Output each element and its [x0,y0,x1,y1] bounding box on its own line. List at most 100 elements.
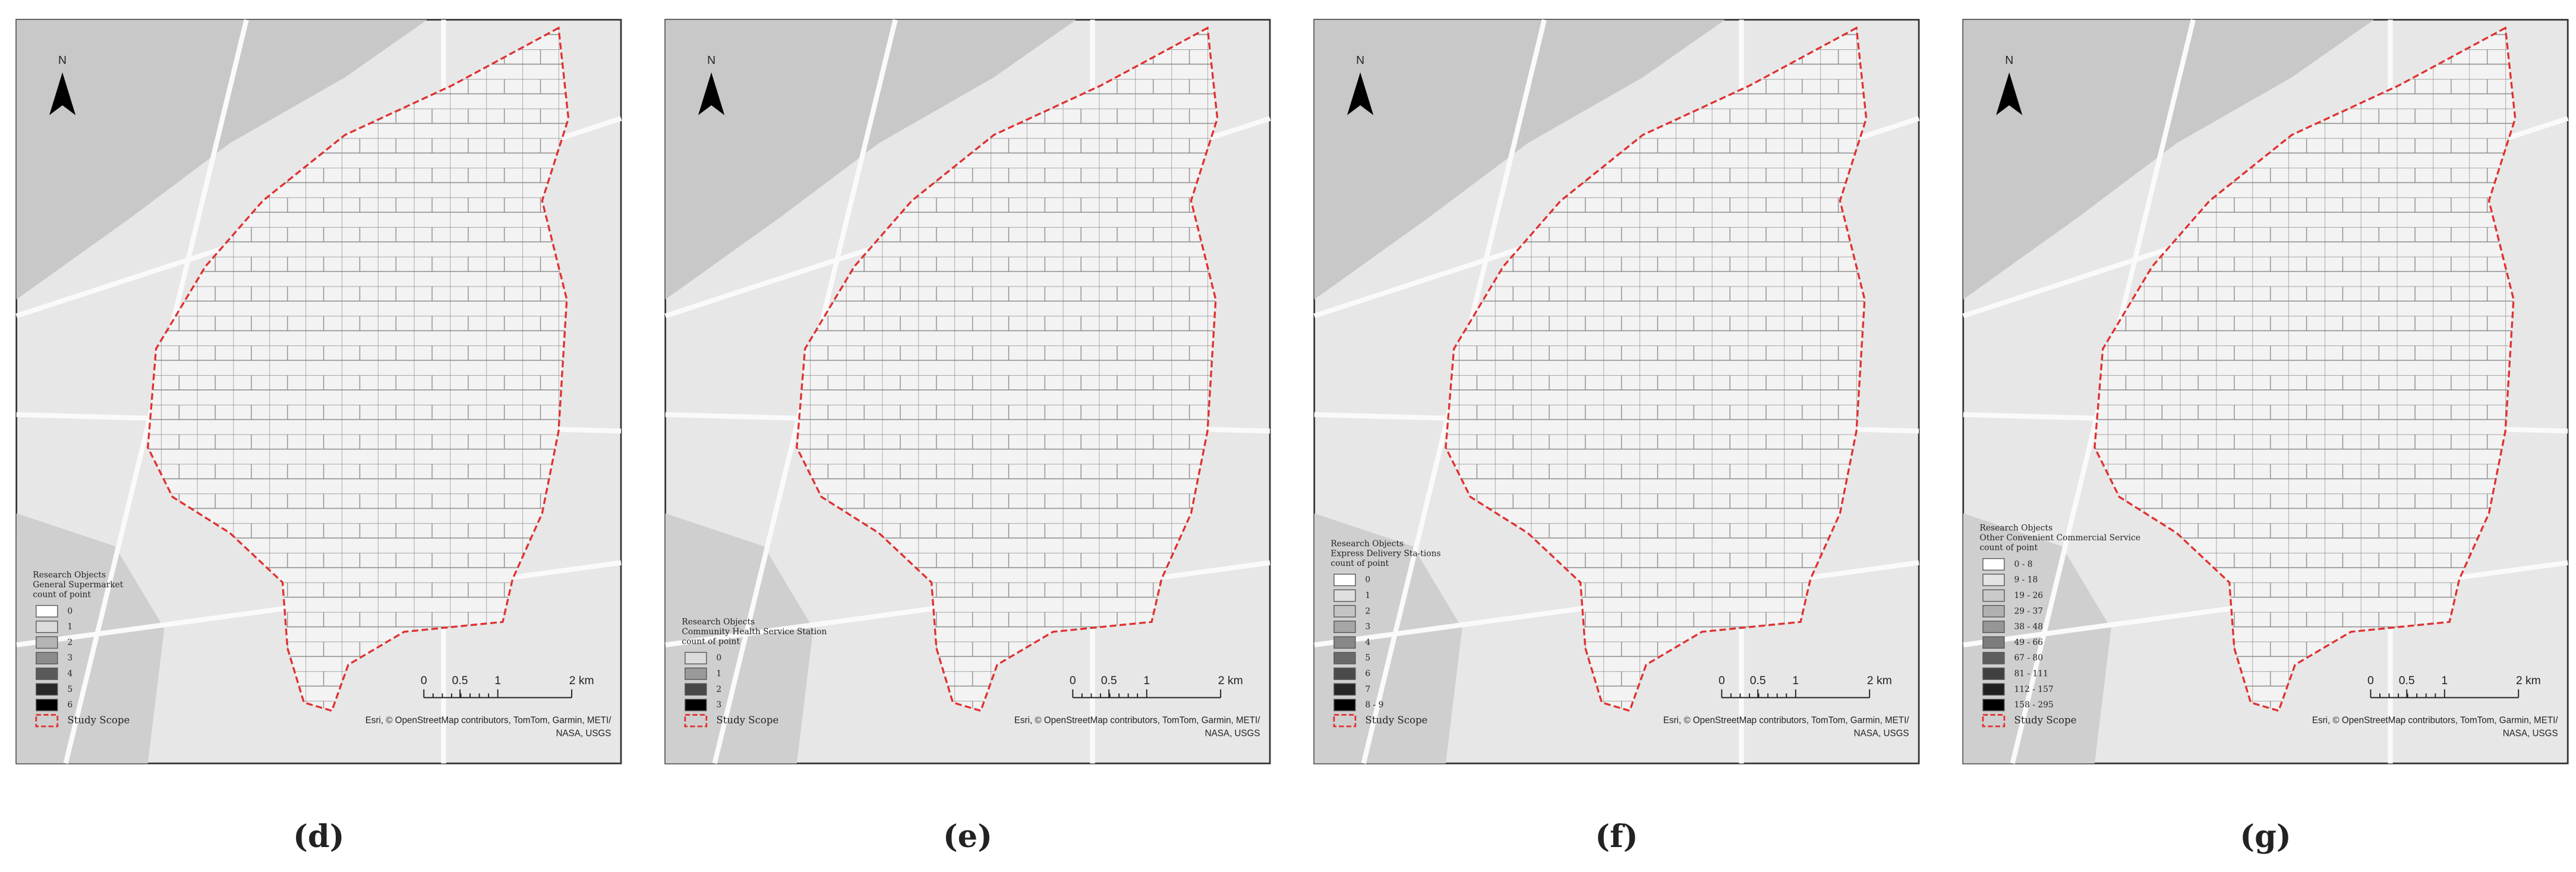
legend-label: 2 [1365,606,1370,616]
legend-swatch [36,636,58,649]
panel-label: (g) [2240,819,2291,855]
scale-label: 0.5 [1750,674,1766,687]
legend-swatch [1333,605,1356,618]
legend-swatch [1333,574,1356,587]
legend-label: 158 - 295 [2014,700,2053,710]
legend-measure: count of point [1979,543,2038,553]
legend-swatch [1333,589,1356,602]
river [1314,20,1725,300]
scale-label: 1 [1792,674,1799,687]
legend-swatch [1333,621,1356,633]
legend-label: Study Scope [2014,714,2076,726]
scale-label: 2 km [1218,674,1243,687]
river [1963,20,2374,300]
scale-label: 0 [2367,674,2374,687]
scale-label: 1 [2441,674,2448,687]
legend-label: 0 [716,653,721,663]
legend-swatch [1333,668,1356,680]
legend-swatch [1333,683,1356,696]
legend-label: 4 [1365,638,1370,647]
legend-label: 0 [1365,575,1370,585]
legend-label: 38 - 48 [2014,622,2043,632]
legend-label: 2 [67,638,72,647]
scale-bar [423,689,573,698]
scale-label: 2 km [2516,674,2541,687]
legend-swatch [685,683,707,696]
legend-label: 8 - 9 [1365,700,1383,710]
legend-label: 1 [716,669,721,678]
legend-measure: count of point [682,637,740,646]
attribution: NASA, USGS [1205,729,1260,739]
legend-label: 29 - 37 [2014,606,2043,616]
north-label: N [58,54,67,67]
north-label: N [1356,54,1364,67]
legend-label: 6 [67,700,72,710]
attribution: Esri, © OpenStreetMap contributors, TomT… [2312,715,2558,725]
districts [796,28,1218,711]
legend-swatch [1982,558,2005,571]
north-label: N [707,54,715,67]
scale-label: 1 [494,674,501,687]
scale-bar [2370,689,2520,698]
legend-swatch [36,605,58,618]
legend-swatch [1982,621,2005,633]
legend-heading: Research Objects [1330,539,1404,549]
legend-swatch [36,651,58,665]
legend-heading: Research Objects [1979,523,2052,533]
panel-label: (d) [293,819,344,855]
panel-label: (f) [1595,819,1638,855]
legend-subject: General Supermarket [33,580,123,590]
legend-label: Study Scope [1365,714,1427,726]
legend-label: 5 [67,685,72,694]
north-arrow [1996,72,2023,115]
legend-swatch [36,683,58,696]
attribution: Esri, © OpenStreetMap contributors, TomT… [1014,715,1260,725]
districts [1445,28,1866,711]
attribution: NASA, USGS [1854,729,1909,739]
districts [2094,28,2515,711]
legend-swatch [1333,698,1356,712]
river [665,20,1076,300]
legend-label: 1 [1365,591,1370,600]
scale-label: 0 [1070,674,1076,687]
attribution: Esri, © OpenStreetMap contributors, TomT… [365,715,611,725]
legend-label: 9 - 18 [2014,575,2038,585]
legend-label: Study Scope [716,714,778,726]
north-arrow [698,72,725,115]
attribution: NASA, USGS [556,729,611,739]
legend-swatch [685,651,707,665]
legend-label: 112 - 157 [2014,685,2053,694]
river [16,20,427,300]
legend-swatch [36,698,58,712]
legend-swatch [685,698,707,712]
legend-label: 1 [67,622,72,632]
legend-label: 7 [1365,685,1370,694]
legend-swatch [1982,589,2005,602]
north-arrow [1347,72,1374,115]
legend-label: 0 - 8 [2014,559,2032,569]
attribution: NASA, USGS [2503,729,2558,739]
legend-label: Study Scope [67,714,130,726]
legend-label: 2 [716,685,721,694]
scale-bar [1721,689,1871,698]
scale-label: 0 [421,674,427,687]
legend-subject: Express Delivery Sta-tions [1330,549,1440,558]
legend-subject: Other Convenient Commercial Service [1979,533,2140,543]
legend-swatch [1982,651,2005,665]
legend-label: 6 [1365,669,1370,678]
legend-heading: Research Objects [33,570,106,580]
legend-measure: count of point [1330,559,1389,568]
districts [147,28,569,711]
scale-label: 0.5 [1101,674,1117,687]
legend-label: 4 [67,669,72,678]
north-arrow [49,72,76,115]
legend-label: 3 [716,700,721,710]
legend-label: 49 - 66 [2014,638,2043,647]
legend-swatch [1982,698,2005,712]
legend-swatch [685,668,707,680]
scale-label: 2 km [1867,674,1892,687]
scale-label: 0 [1719,674,1725,687]
legend-label: 3 [67,653,72,663]
